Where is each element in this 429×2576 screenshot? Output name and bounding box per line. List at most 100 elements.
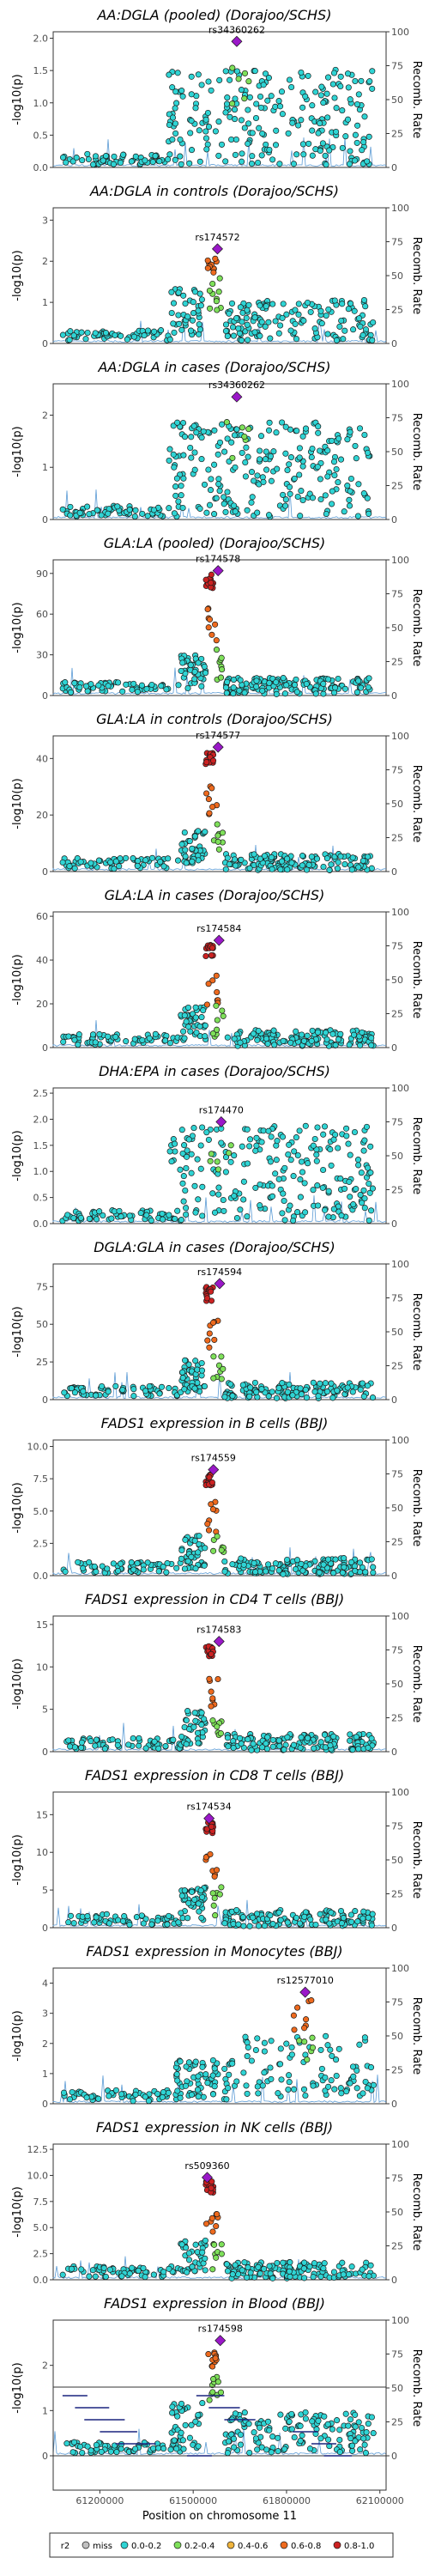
snp-point [267, 1912, 274, 1919]
snp-point [315, 1393, 322, 1400]
snp-point [288, 2426, 295, 2433]
snp-point [261, 2048, 268, 2055]
snp-point [217, 1730, 224, 1737]
snp-point [204, 257, 211, 264]
snp-point [320, 2265, 327, 2272]
snp-point [184, 1004, 192, 1012]
snp-point [76, 683, 83, 691]
snp-point [85, 155, 92, 163]
snp-point [93, 1736, 100, 1743]
snp-point [215, 1191, 222, 1198]
snp-point [368, 1735, 375, 1742]
snp-point [309, 102, 316, 109]
snp-point [162, 1037, 169, 1044]
snp-point [368, 1042, 375, 1048]
snp-point [193, 1029, 200, 1036]
snp-point [322, 1206, 329, 1213]
snp-point [221, 1920, 228, 1927]
snp-point [274, 2259, 281, 2267]
y-tick-label: 5 [42, 1704, 48, 1716]
snp-point [199, 2249, 206, 2256]
snp-point [212, 128, 219, 135]
snp-point [316, 1569, 323, 1576]
snp-point [203, 790, 210, 797]
snp-point [272, 103, 279, 110]
snp-point [198, 1014, 205, 1021]
snp-point [204, 109, 211, 117]
snp-point [244, 321, 251, 328]
snp-point [337, 456, 345, 463]
snp-point [359, 1029, 366, 1036]
snp-point [333, 128, 340, 136]
snp-point [106, 2266, 113, 2273]
snp-point [197, 1165, 204, 1172]
snp-point [273, 429, 280, 436]
snp-point [236, 687, 243, 694]
snp-point [175, 289, 182, 296]
snp-point [333, 465, 340, 473]
snp-point [305, 72, 311, 79]
snp-point [139, 510, 146, 517]
snp-point [201, 1716, 208, 1722]
snp-point [349, 1388, 356, 1395]
snp-point [360, 2090, 366, 2097]
snp-point [166, 2265, 172, 2272]
snp-point [280, 1571, 287, 1577]
recomb-tick-label: 50 [391, 447, 403, 458]
snp-point [275, 2434, 281, 2441]
snp-point [288, 860, 295, 866]
y-tick-label: 2.5 [33, 1088, 49, 1099]
snp-point [353, 689, 360, 696]
snp-point [195, 2093, 202, 2100]
snp-point [235, 76, 242, 82]
snp-point [214, 1723, 221, 1730]
snp-point [238, 337, 245, 343]
recomb-tick-label: 0 [391, 1923, 397, 1934]
snp-point [68, 2265, 76, 2272]
lead-snp-marker [212, 565, 224, 577]
snp-point [221, 501, 227, 507]
recomb-tick-label: 25 [391, 1185, 403, 1196]
snp-point [208, 1650, 214, 1657]
snp-point [183, 1741, 190, 1747]
snp-point [144, 513, 151, 519]
recomb-tick-label: 0 [391, 866, 397, 878]
snp-point [202, 576, 209, 583]
y-tick-label: 7.5 [33, 1473, 49, 1485]
snp-point [75, 1042, 82, 1048]
snp-point [247, 2269, 254, 2276]
snp-point [345, 2422, 352, 2429]
snp-point [259, 2082, 266, 2089]
snp-point [352, 442, 359, 449]
snp-point [238, 87, 245, 94]
snp-point [59, 154, 67, 161]
snp-point [115, 1917, 122, 1923]
snp-point [112, 1382, 119, 1389]
lead-snp-label: rs509360 [184, 2160, 229, 2172]
snp-point [275, 1909, 282, 1916]
snp-point [344, 483, 351, 489]
snp-point [337, 1030, 344, 1037]
y-tick-label: 5.0 [33, 1506, 49, 1517]
snp-point [286, 2079, 293, 2086]
snp-point [184, 684, 191, 692]
snp-point [180, 1173, 187, 1180]
snp-point [297, 1176, 304, 1183]
snp-point [264, 2418, 272, 2425]
snp-point [304, 299, 311, 307]
snp-point [92, 153, 100, 160]
snp-point [221, 2065, 228, 2072]
snp-point [303, 1394, 310, 1401]
snp-point [322, 2074, 329, 2081]
snp-point [152, 153, 159, 160]
snp-point [298, 69, 305, 76]
snp-point [364, 495, 371, 501]
snp-point [178, 1217, 184, 1224]
snp-point [195, 2443, 202, 2450]
snp-point [174, 2087, 181, 2094]
snp-point [196, 127, 202, 134]
snp-point [229, 2271, 236, 2278]
snp-point [310, 2274, 317, 2281]
snp-point [255, 1923, 263, 1929]
locus-panel: GLA:LA in controls (Dorajoo/SCHS)0204002… [11, 711, 423, 878]
